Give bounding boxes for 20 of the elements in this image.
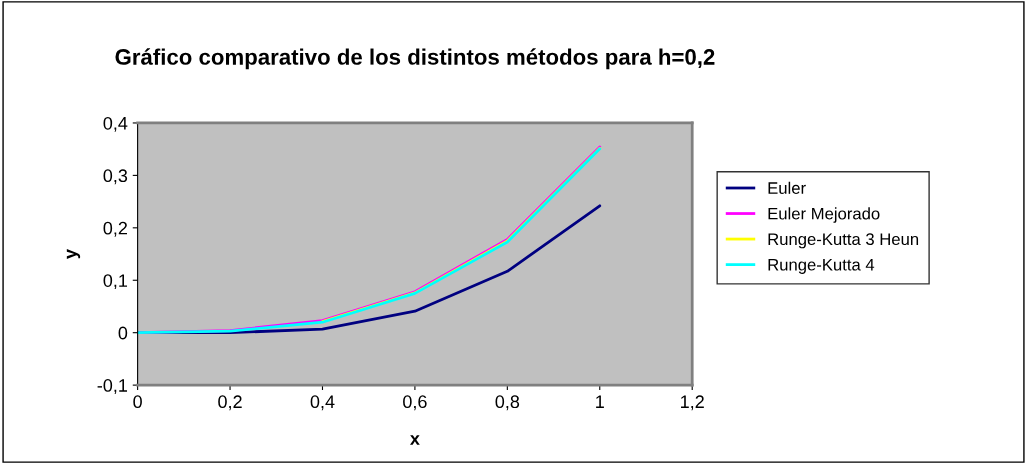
chart-title: Gráfico comparativo de los distintos métodos para h=0,2 — [115, 48, 715, 70]
legend-label: Euler — [768, 181, 806, 194]
x-tick-label: 0,2 — [218, 395, 242, 411]
y-tick-label: 0,2 — [103, 221, 127, 237]
x-tick-label: 0,4 — [310, 395, 335, 411]
legend-label: Runge-Kutta 3 Heun — [768, 233, 919, 249]
y-tick-label: 0,1 — [103, 274, 128, 290]
y-tick-label: 0,3 — [103, 169, 128, 185]
y-tick-label: -0,1 — [97, 379, 128, 394]
x-tick-label: 1 — [596, 395, 604, 408]
y-tick-label: 0 — [118, 326, 128, 340]
legend-label: Euler Mejorado — [768, 207, 880, 223]
y-tick-label: 0,4 — [103, 116, 128, 132]
x-tick-label: 0,8 — [495, 395, 520, 411]
x-tick-label: 1,2 — [681, 395, 704, 411]
y-axis-title: y — [66, 249, 81, 259]
legend-label: Runge-Kutta 4 — [768, 258, 875, 274]
x-tick-label: 0 — [133, 395, 142, 409]
x-tick-label: 0,6 — [403, 395, 427, 411]
x-axis-title: x — [410, 435, 420, 445]
